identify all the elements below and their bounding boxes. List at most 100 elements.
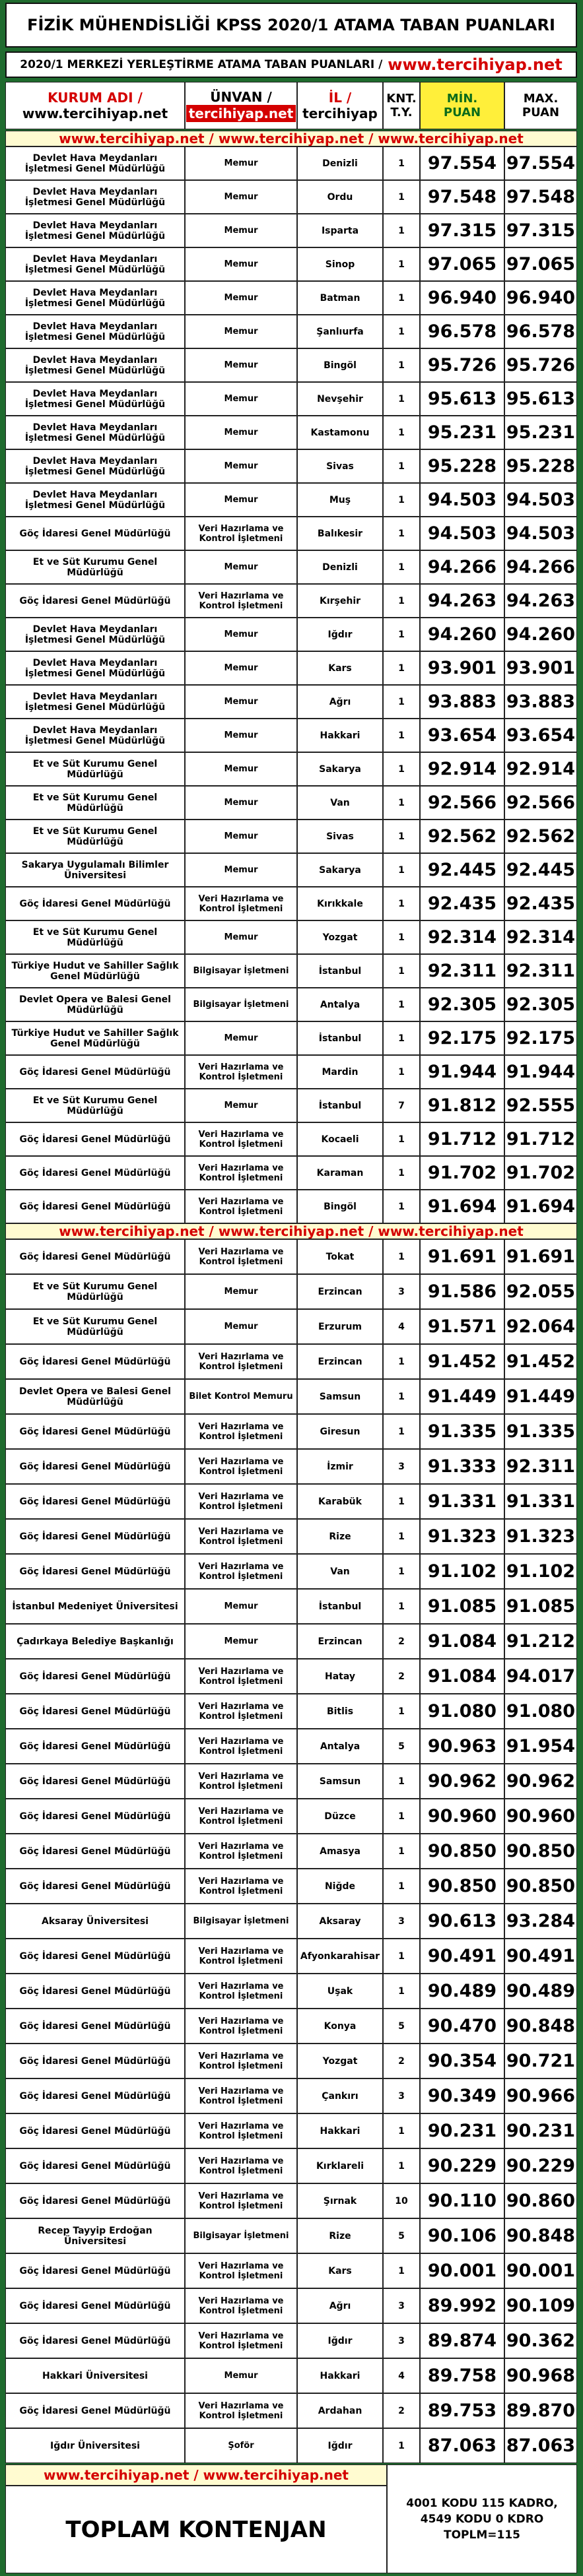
title: Veri Hazırlama ve Kontrol İşletmeni — [185, 2288, 297, 2323]
title: Veri Hazırlama ve Kontrol İşletmeni — [185, 1799, 297, 1834]
title: Memur — [185, 1089, 297, 1122]
institution: Recep Tayyip Erdoğan Üniversitesi — [5, 2218, 185, 2253]
min-score: 91.586 — [420, 1274, 504, 1309]
column-header: ÜNVAN / tercihiyap.net — [185, 82, 297, 129]
column-header-line: T.Y. — [390, 106, 413, 119]
max-score: 93.901 — [504, 651, 577, 685]
institution: Göç İdaresi Genel Müdürlüğü — [5, 1834, 185, 1869]
city: Sakarya — [297, 853, 383, 887]
institution: Göç İdaresi Genel Müdürlüğü — [5, 1122, 185, 1156]
data-row: Devlet Hava Meydanları İşletmesi Genel M… — [5, 348, 577, 382]
city: Erzincan — [297, 1624, 383, 1659]
institution: Devlet Hava Meydanları İşletmesi Genel M… — [5, 247, 185, 281]
data-row: Göç İdaresi Genel Müdürlüğü Veri Hazırlam… — [5, 1190, 577, 1223]
quota: 3 — [383, 2288, 420, 2323]
max-score: 92.914 — [504, 752, 577, 786]
quota: 1 — [383, 214, 420, 247]
column-header-line: MAX. — [523, 92, 559, 106]
min-score: 90.001 — [420, 2253, 504, 2288]
institution: Göç İdaresi Genel Müdürlüğü — [5, 2148, 185, 2183]
max-score: 97.554 — [504, 146, 577, 180]
institution: Devlet Hava Meydanları İşletmesi Genel M… — [5, 651, 185, 685]
title: Memur — [185, 820, 297, 853]
data-row: Et ve Süt Kurumu Genel Müdürlüğü Memur Den… — [5, 550, 577, 584]
quota: 1 — [383, 2428, 420, 2463]
institution: Göç İdaresi Genel Müdürlüğü — [5, 2393, 185, 2428]
institution: Devlet Hava Meydanları İşletmesi Genel M… — [5, 483, 185, 517]
institution: Et ve Süt Kurumu Genel Müdürlüğü — [5, 820, 185, 853]
institution: Göç İdaresi Genel Müdürlüğü — [5, 2183, 185, 2218]
data-row: Göç İdaresi Genel Müdürlüğü Veri Hazırlam… — [5, 1799, 577, 1834]
city: Sivas — [297, 820, 383, 853]
data-row: Devlet Hava Meydanları İşletmesi Genel M… — [5, 382, 577, 416]
institution: Göç İdaresi Genel Müdürlüğü — [5, 1519, 185, 1554]
data-row: Devlet Hava Meydanları İşletmesi Genel M… — [5, 146, 577, 180]
min-score: 90.491 — [420, 1939, 504, 1974]
title: Memur — [185, 180, 297, 214]
min-score: 91.084 — [420, 1659, 504, 1694]
title: Memur — [185, 1274, 297, 1309]
title: Veri Hazırlama ve Kontrol İşletmeni — [185, 1764, 297, 1799]
max-score: 91.694 — [504, 1190, 577, 1223]
institution: Göç İdaresi Genel Müdürlüğü — [5, 1974, 185, 2009]
column-header-line: İL / — [328, 90, 352, 106]
quota: 1 — [383, 1694, 420, 1729]
min-score: 96.578 — [420, 315, 504, 348]
quota: 2 — [383, 2044, 420, 2078]
min-score: 91.944 — [420, 1055, 504, 1089]
institution: Göç İdaresi Genel Müdürlüğü — [5, 1869, 185, 1904]
institution: Aksaray Üniversitesi — [5, 1904, 185, 1939]
min-score: 89.992 — [420, 2288, 504, 2323]
data-row: Göç İdaresi Genel Müdürlüğü Veri Hazırlam… — [5, 1055, 577, 1089]
max-score: 97.548 — [504, 180, 577, 214]
title: Memur — [185, 1624, 297, 1659]
institution: Et ve Süt Kurumu Genel Müdürlüğü — [5, 1274, 185, 1309]
min-score: 91.694 — [420, 1190, 504, 1223]
institution: Devlet Hava Meydanları İşletmesi Genel M… — [5, 348, 185, 382]
max-score: 92.314 — [504, 920, 577, 954]
max-score: 91.335 — [504, 1414, 577, 1449]
quota: 1 — [383, 1190, 420, 1223]
banner: www.tercihiyap.net / www.tercihiyap.net … — [5, 131, 577, 146]
max-score: 91.702 — [504, 1156, 577, 1190]
max-score: 87.063 — [504, 2428, 577, 2463]
city: Iğdır — [297, 618, 383, 651]
city: Kars — [297, 651, 383, 685]
title: Memur — [185, 550, 297, 584]
city: Batman — [297, 281, 383, 315]
max-score: 91.080 — [504, 1694, 577, 1729]
institution: Göç İdaresi Genel Müdürlüğü — [5, 1764, 185, 1799]
city: Tokat — [297, 1239, 383, 1274]
quota: 1 — [383, 449, 420, 483]
quota: 3 — [383, 2323, 420, 2358]
max-score: 94.260 — [504, 618, 577, 651]
column-header-line: KNT. — [386, 92, 417, 106]
data-row: Et ve Süt Kurumu Genel Müdürlüğü Memur İst… — [5, 1089, 577, 1122]
max-score: 91.331 — [504, 1484, 577, 1519]
data-row: Devlet Hava Meydanları İşletmesi Genel M… — [5, 651, 577, 685]
max-score: 92.055 — [504, 1274, 577, 1309]
min-score: 92.314 — [420, 920, 504, 954]
min-score: 91.712 — [420, 1122, 504, 1156]
city: Rize — [297, 1519, 383, 1554]
city: Hatay — [297, 1659, 383, 1694]
max-score: 90.968 — [504, 2358, 577, 2393]
title: Veri Hazırlama ve Kontrol İşletmeni — [185, 1729, 297, 1764]
max-score: 90.721 — [504, 2044, 577, 2078]
city: Sakarya — [297, 752, 383, 786]
max-score: 94.503 — [504, 517, 577, 550]
data-row: Devlet Hava Meydanları İşletmesi Genel M… — [5, 247, 577, 281]
city: Kırklareli — [297, 2148, 383, 2183]
max-score: 93.654 — [504, 719, 577, 752]
title: Veri Hazırlama ve Kontrol İşletmeni — [185, 2323, 297, 2358]
city: Muş — [297, 483, 383, 517]
title: Veri Hazırlama ve Kontrol İşletmeni — [185, 1449, 297, 1484]
city: Erzurum — [297, 1309, 383, 1344]
city: Niğde — [297, 1869, 383, 1904]
city: Kastamonu — [297, 416, 383, 449]
max-score: 91.954 — [504, 1729, 577, 1764]
data-row: Et ve Süt Kurumu Genel Müdürlüğü Memur Van… — [5, 786, 577, 820]
max-score: 91.691 — [504, 1239, 577, 1274]
title: Veri Hazırlama ve Kontrol İşletmeni — [185, 1122, 297, 1156]
min-score: 92.914 — [420, 752, 504, 786]
